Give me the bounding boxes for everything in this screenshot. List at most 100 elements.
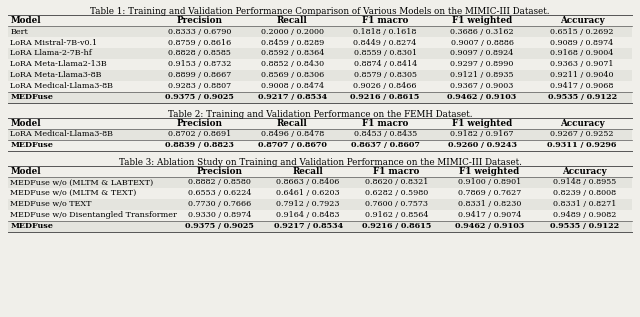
Text: 0.9008 / 0.8474: 0.9008 / 0.8474 bbox=[260, 82, 324, 90]
Text: 0.9100 / 0.8901: 0.9100 / 0.8901 bbox=[458, 178, 521, 186]
Text: Model: Model bbox=[10, 167, 41, 176]
Text: 0.8828 / 0.8585: 0.8828 / 0.8585 bbox=[168, 49, 231, 57]
Text: 0.8459 / 0.8289: 0.8459 / 0.8289 bbox=[260, 39, 324, 47]
Text: 0.9417 / 0.9074: 0.9417 / 0.9074 bbox=[458, 211, 521, 219]
Text: 0.9462 / 0.9103: 0.9462 / 0.9103 bbox=[447, 93, 516, 101]
Bar bbox=[8, 48, 632, 59]
Text: 0.8759 / 0.8616: 0.8759 / 0.8616 bbox=[168, 39, 231, 47]
Text: 0.1818 / 0.1618: 0.1818 / 0.1618 bbox=[353, 28, 417, 36]
Text: 0.8239 / 0.8008: 0.8239 / 0.8008 bbox=[554, 189, 616, 197]
Bar bbox=[8, 177, 632, 188]
Text: Accuracy: Accuracy bbox=[560, 119, 605, 128]
Text: LoRA Mistral-7B-v0.1: LoRA Mistral-7B-v0.1 bbox=[10, 39, 97, 47]
Text: 0.8333 / 0.6790: 0.8333 / 0.6790 bbox=[168, 28, 231, 36]
Text: 0.8707 / 0.8670: 0.8707 / 0.8670 bbox=[258, 141, 326, 149]
Text: Precision: Precision bbox=[177, 119, 222, 128]
Text: 0.9211 / 0.9040: 0.9211 / 0.9040 bbox=[550, 71, 614, 79]
Text: 0.8579 / 0.8305: 0.8579 / 0.8305 bbox=[354, 71, 417, 79]
Text: 0.9217 / 0.8534: 0.9217 / 0.8534 bbox=[273, 222, 343, 230]
Text: 0.9097 / 0.8924: 0.9097 / 0.8924 bbox=[451, 49, 514, 57]
Text: LoRA Medical-Llama3-8B: LoRA Medical-Llama3-8B bbox=[10, 82, 113, 90]
Text: 0.8569 / 0.8306: 0.8569 / 0.8306 bbox=[260, 71, 324, 79]
Text: 0.8663 / 0.8406: 0.8663 / 0.8406 bbox=[276, 178, 340, 186]
Text: F1 weighted: F1 weighted bbox=[452, 119, 512, 128]
Text: LoRA Medical-Llama3-8B: LoRA Medical-Llama3-8B bbox=[10, 130, 113, 138]
Text: Precision: Precision bbox=[177, 16, 222, 25]
Text: F1 macro: F1 macro bbox=[362, 16, 408, 25]
Text: 0.9283 / 0.8807: 0.9283 / 0.8807 bbox=[168, 82, 231, 90]
Text: 0.8852 / 0.8430: 0.8852 / 0.8430 bbox=[260, 61, 324, 68]
Text: 0.9216 / 0.8615: 0.9216 / 0.8615 bbox=[351, 93, 420, 101]
Text: Table 2: Training and Validation Performance on the FEMH Dataset.: Table 2: Training and Validation Perform… bbox=[168, 110, 472, 119]
Text: 0.8453 / 0.8435: 0.8453 / 0.8435 bbox=[353, 130, 417, 138]
Text: Accuracy: Accuracy bbox=[563, 167, 607, 176]
Text: Bert: Bert bbox=[10, 28, 28, 36]
Text: 0.8839 / 0.8823: 0.8839 / 0.8823 bbox=[165, 141, 234, 149]
Text: 0.8331 / 0.8230: 0.8331 / 0.8230 bbox=[458, 200, 521, 208]
Text: 0.9148 / 0.8955: 0.9148 / 0.8955 bbox=[554, 178, 616, 186]
Text: Table 1: Training and Validation Performance Comparison of Various Models on the: Table 1: Training and Validation Perform… bbox=[90, 7, 550, 16]
Text: 0.8882 / 0.8580: 0.8882 / 0.8580 bbox=[188, 178, 251, 186]
Text: MEDFuse: MEDFuse bbox=[10, 93, 53, 101]
Text: 0.9153 / 0.8732: 0.9153 / 0.8732 bbox=[168, 61, 231, 68]
Text: 0.9367 / 0.9003: 0.9367 / 0.9003 bbox=[451, 82, 514, 90]
Text: Table 3: Ablation Study on Training and Validation Performance on the MIMIC-III : Table 3: Ablation Study on Training and … bbox=[118, 158, 522, 167]
Text: MEDFuse w/o (MLTM & LABTEXT): MEDFuse w/o (MLTM & LABTEXT) bbox=[10, 178, 154, 186]
Text: 0.9168 / 0.9004: 0.9168 / 0.9004 bbox=[550, 49, 614, 57]
Text: 0.8702 / 0.8691: 0.8702 / 0.8691 bbox=[168, 130, 231, 138]
Text: Accuracy: Accuracy bbox=[560, 16, 605, 25]
Text: 0.9267 / 0.9252: 0.9267 / 0.9252 bbox=[550, 130, 614, 138]
Text: 0.9330 / 0.8974: 0.9330 / 0.8974 bbox=[188, 211, 252, 219]
Text: 0.9375 / 0.9025: 0.9375 / 0.9025 bbox=[165, 93, 234, 101]
Text: 0.9026 / 0.8466: 0.9026 / 0.8466 bbox=[353, 82, 417, 90]
Text: 0.8331 / 0.8271: 0.8331 / 0.8271 bbox=[553, 200, 616, 208]
Bar bbox=[8, 129, 632, 140]
Text: LoRA Meta-Llama2-13B: LoRA Meta-Llama2-13B bbox=[10, 61, 107, 68]
Text: 0.3686 / 0.3162: 0.3686 / 0.3162 bbox=[451, 28, 514, 36]
Text: MEDFuse w/o TEXT: MEDFuse w/o TEXT bbox=[10, 200, 92, 208]
Text: 0.9462 / 0.9103: 0.9462 / 0.9103 bbox=[455, 222, 524, 230]
Text: 0.9121 / 0.8935: 0.9121 / 0.8935 bbox=[451, 71, 514, 79]
Text: 0.7869 / 0.7627: 0.7869 / 0.7627 bbox=[458, 189, 521, 197]
Text: 0.7730 / 0.7666: 0.7730 / 0.7666 bbox=[188, 200, 252, 208]
Text: F1 weighted: F1 weighted bbox=[460, 167, 520, 176]
Text: 0.9007 / 0.8886: 0.9007 / 0.8886 bbox=[451, 39, 513, 47]
Text: LoRA Meta-Llama3-8B: LoRA Meta-Llama3-8B bbox=[10, 71, 102, 79]
Text: 0.9297 / 0.8990: 0.9297 / 0.8990 bbox=[451, 61, 514, 68]
Bar bbox=[8, 199, 632, 210]
Text: Precision: Precision bbox=[196, 167, 243, 176]
Text: 0.9164 / 0.8483: 0.9164 / 0.8483 bbox=[276, 211, 340, 219]
Text: 0.9216 / 0.8615: 0.9216 / 0.8615 bbox=[362, 222, 431, 230]
Text: 0.7600 / 0.7573: 0.7600 / 0.7573 bbox=[365, 200, 428, 208]
Text: 0.9535 / 0.9122: 0.9535 / 0.9122 bbox=[550, 222, 620, 230]
Text: 0.6553 / 0.6224: 0.6553 / 0.6224 bbox=[188, 189, 252, 197]
Text: 0.9535 / 0.9122: 0.9535 / 0.9122 bbox=[548, 93, 617, 101]
Text: Recall: Recall bbox=[277, 16, 308, 25]
Text: 0.9089 / 0.8974: 0.9089 / 0.8974 bbox=[550, 39, 614, 47]
Text: 0.8620 / 0.8321: 0.8620 / 0.8321 bbox=[365, 178, 428, 186]
Text: Model: Model bbox=[10, 16, 41, 25]
Text: Model: Model bbox=[10, 119, 41, 128]
Text: 0.2000 / 0.2000: 0.2000 / 0.2000 bbox=[260, 28, 324, 36]
Bar bbox=[8, 70, 632, 81]
Text: 0.9311 / 0.9296: 0.9311 / 0.9296 bbox=[547, 141, 617, 149]
Text: 0.8899 / 0.8667: 0.8899 / 0.8667 bbox=[168, 71, 231, 79]
Text: MEDFuse: MEDFuse bbox=[10, 141, 53, 149]
Text: 0.9417 / 0.9068: 0.9417 / 0.9068 bbox=[550, 82, 614, 90]
Text: 0.8559 / 0.8301: 0.8559 / 0.8301 bbox=[353, 49, 417, 57]
Text: 0.9182 / 0.9167: 0.9182 / 0.9167 bbox=[451, 130, 514, 138]
Text: MEDFuse: MEDFuse bbox=[10, 222, 53, 230]
Text: 0.9375 / 0.9025: 0.9375 / 0.9025 bbox=[185, 222, 254, 230]
Text: F1 weighted: F1 weighted bbox=[452, 16, 512, 25]
Text: Recall: Recall bbox=[277, 119, 308, 128]
Text: 0.7912 / 0.7923: 0.7912 / 0.7923 bbox=[276, 200, 340, 208]
Bar bbox=[8, 26, 632, 37]
Bar bbox=[8, 92, 632, 103]
Text: LoRA Llama-2-7B-hf: LoRA Llama-2-7B-hf bbox=[10, 49, 92, 57]
Text: 0.9162 / 0.8564: 0.9162 / 0.8564 bbox=[365, 211, 428, 219]
Text: MEDFuse w/o (MLTM & TEXT): MEDFuse w/o (MLTM & TEXT) bbox=[10, 189, 136, 197]
Text: 0.6461 / 0.6203: 0.6461 / 0.6203 bbox=[276, 189, 340, 197]
Text: MEDFuse w/o Disentangled Transformer: MEDFuse w/o Disentangled Transformer bbox=[10, 211, 177, 219]
Text: 0.8874 / 0.8414: 0.8874 / 0.8414 bbox=[353, 61, 417, 68]
Text: 0.9260 / 0.9243: 0.9260 / 0.9243 bbox=[447, 141, 516, 149]
